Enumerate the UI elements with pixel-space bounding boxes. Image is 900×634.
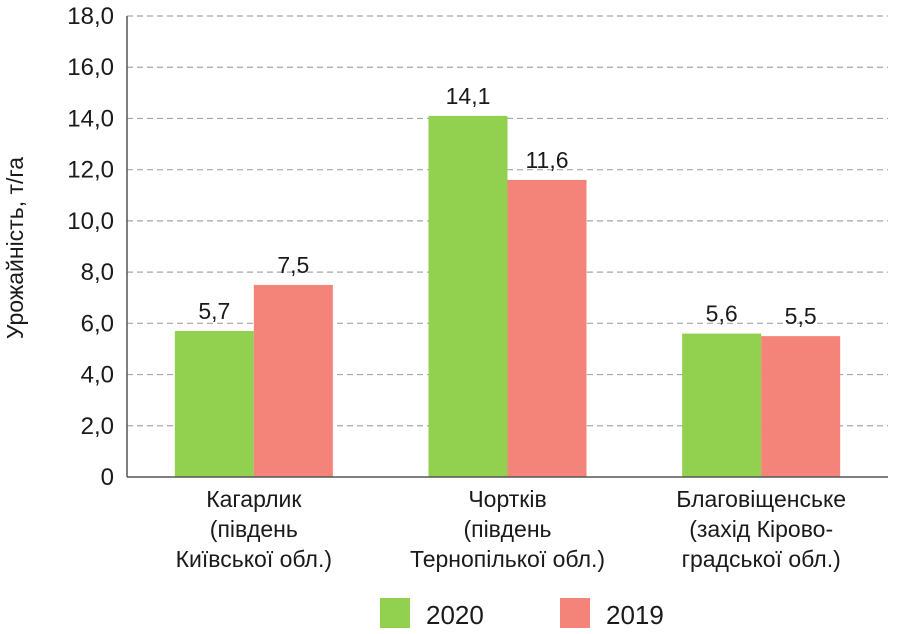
bars — [174, 115, 841, 477]
y-tick-label: 12,0 — [67, 157, 114, 184]
data-labels: 5,7 7,5 14,1 11,6 5,6 5,5 — [198, 83, 816, 329]
y-tick-label: 8,0 — [81, 259, 114, 286]
legend: 2020 2019 — [380, 598, 664, 630]
y-tick-label: 10,0 — [67, 208, 114, 235]
category-label: Кагарлик — [206, 486, 302, 512]
bar — [682, 333, 762, 477]
bar — [507, 179, 587, 477]
legend-swatch — [560, 598, 590, 628]
data-label: 11,6 — [525, 147, 568, 173]
y-tick-label: 4,0 — [81, 362, 114, 389]
y-tick-label: 16,0 — [67, 54, 114, 81]
category-label: Київської обл.) — [176, 546, 332, 572]
category-label: (південь — [463, 516, 551, 542]
category-label: Благовіщенське — [676, 486, 846, 512]
bar — [253, 284, 333, 477]
legend-label: 2020 — [426, 600, 484, 630]
data-label: 14,1 — [446, 83, 491, 109]
category-label: (захід Кірово- — [689, 516, 833, 542]
data-label: 5,6 — [706, 301, 738, 327]
y-axis-ticks: 0 2,0 4,0 6,0 8,0 10,0 12,0 14,0 16,0 18,0 — [67, 3, 114, 491]
data-label: 5,7 — [198, 298, 230, 324]
bar — [428, 115, 508, 477]
y-axis-label: Урожайність, т/га — [2, 157, 28, 339]
legend-label: 2019 — [606, 600, 664, 630]
y-tick-label: 0 — [101, 464, 114, 491]
legend-swatch — [380, 598, 410, 628]
category-labels: Кагарлик (південь Київської обл.) Чортків (п… — [176, 486, 846, 572]
category-label: Тернопілької обл.) — [410, 546, 605, 572]
data-label: 7,5 — [277, 252, 309, 278]
bar — [174, 331, 254, 477]
bar — [761, 336, 841, 477]
category-label: Чортків — [468, 486, 546, 512]
data-label: 5,5 — [785, 303, 817, 329]
y-tick-label: 6,0 — [81, 310, 114, 337]
category-label: градської обл.) — [682, 546, 841, 572]
category-label: (південь — [210, 516, 298, 542]
y-tick-label: 14,0 — [67, 105, 114, 132]
y-tick-label: 18,0 — [67, 3, 114, 30]
y-tick-label: 2,0 — [81, 413, 114, 440]
